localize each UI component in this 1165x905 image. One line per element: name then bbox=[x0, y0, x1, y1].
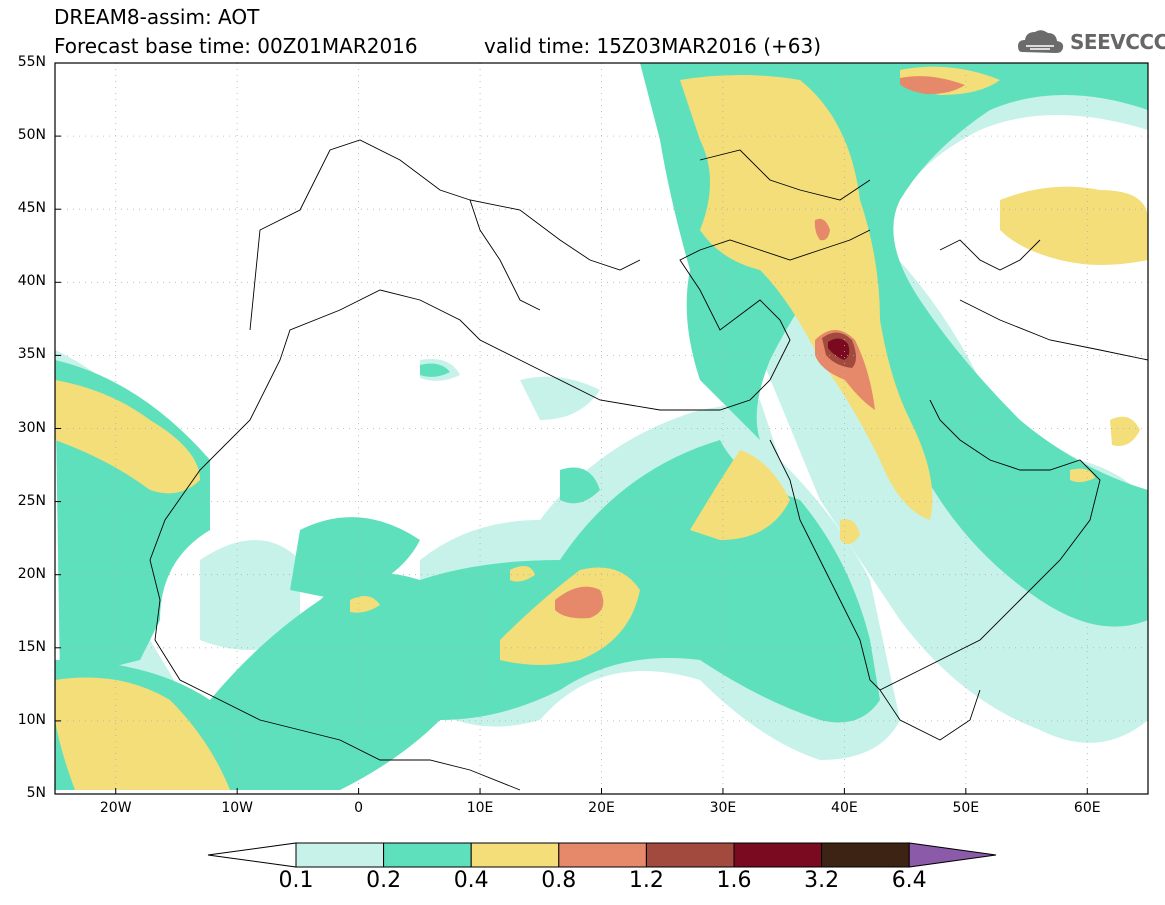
colorbar-label: 0.1 bbox=[278, 868, 314, 893]
lon-label: 60E bbox=[1073, 800, 1101, 816]
graticule bbox=[55, 63, 1148, 794]
colorbar-segment bbox=[558, 842, 647, 868]
colorbar-segment bbox=[295, 842, 385, 868]
lon-label: 30E bbox=[709, 800, 737, 816]
lat-label: 45N bbox=[17, 200, 46, 217]
colorbar-segment bbox=[733, 842, 823, 868]
lat-label: 40N bbox=[17, 273, 46, 290]
valid-time: valid time: 15Z03MAR2016 (+63) bbox=[484, 34, 822, 58]
lat-label: 5N bbox=[26, 785, 46, 801]
lat-label: 15N bbox=[17, 638, 46, 655]
lat-label: 25N bbox=[17, 492, 46, 509]
colorbar-under-arrow bbox=[207, 842, 297, 868]
lon-label: 40E bbox=[831, 800, 858, 816]
lat-label: 35N bbox=[17, 346, 46, 363]
lon-label: 20W bbox=[99, 800, 132, 816]
lon-label: 50E bbox=[952, 800, 980, 816]
lat-label: 20N bbox=[17, 565, 46, 582]
colorbar-segment bbox=[470, 842, 560, 868]
lat-label: 10N bbox=[17, 711, 46, 728]
coastlines bbox=[149, 139, 1148, 791]
colorbar-segment bbox=[821, 842, 910, 868]
aot-fields bbox=[55, 63, 1148, 790]
colorbar-label: 1.2 bbox=[628, 868, 664, 893]
logo-text: SEEVCCC bbox=[1070, 30, 1165, 54]
lat-label: 55N bbox=[17, 54, 46, 70]
lon-label: 10E bbox=[466, 800, 494, 816]
lat-label: 30N bbox=[17, 419, 46, 436]
lon-label: 0 bbox=[354, 800, 364, 816]
map-title: DREAM8-assim: AOT bbox=[54, 5, 260, 29]
colorbar-segment bbox=[645, 842, 735, 868]
colorbar-label: 0.8 bbox=[541, 868, 577, 893]
forecast-base-time: Forecast base time: 00Z01MAR2016 bbox=[54, 34, 418, 58]
colorbar-label: 6.4 bbox=[891, 868, 927, 893]
lon-label: 10W bbox=[221, 800, 253, 816]
colorbar bbox=[207, 842, 997, 868]
colorbar-segment bbox=[383, 842, 472, 868]
colorbar-label: 1.6 bbox=[716, 868, 752, 893]
colorbar-label: 3.2 bbox=[804, 868, 840, 893]
colorbar-label: 0.2 bbox=[366, 868, 402, 893]
colorbar-over-arrow bbox=[908, 842, 997, 868]
lat-label: 50N bbox=[17, 127, 46, 144]
cloud-logo-icon bbox=[1018, 30, 1064, 53]
colorbar-label: 0.4 bbox=[453, 868, 489, 893]
lon-label: 20E bbox=[588, 800, 615, 816]
